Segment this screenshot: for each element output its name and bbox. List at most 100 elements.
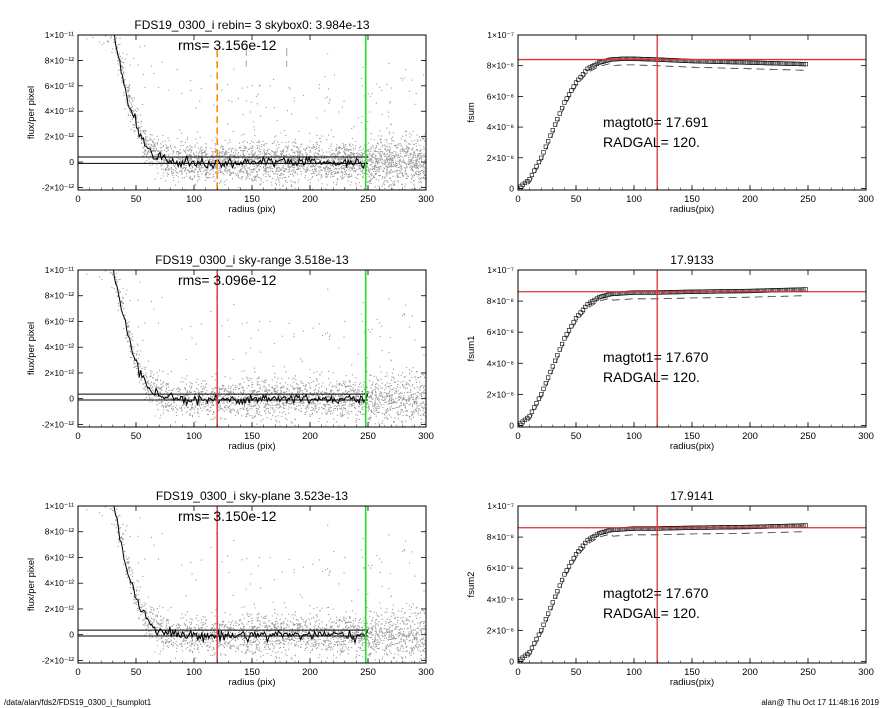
- fsum-point: [761, 60, 767, 66]
- fsum-point: [743, 288, 748, 294]
- chart-title: FDS19_0300_i sky-plane 3.523e-13: [156, 489, 348, 503]
- fsum-point: [740, 288, 746, 294]
- fsum-point: [576, 549, 581, 554]
- fsum-point: [573, 80, 579, 85]
- fsum-point: [620, 56, 625, 61]
- fsum-point: [627, 56, 632, 61]
- fsum-point: [613, 291, 618, 296]
- fsum-point: [546, 375, 551, 380]
- fsum-point: [775, 61, 780, 66]
- x-axis-label: radius(pix): [670, 677, 714, 688]
- y-axis-label: flux/per pixel: [26, 86, 37, 139]
- fsum-point: [738, 525, 743, 530]
- y-tick-label: 1×10⁻⁷: [487, 501, 514, 511]
- rms-label: rms= 3.096e-12: [178, 272, 277, 288]
- fsum-point: [803, 287, 808, 292]
- y-tick-label: 8×10⁻⁸: [487, 296, 515, 306]
- fsum-point: [536, 632, 541, 637]
- fsum-point: [629, 56, 634, 61]
- fsum-point: [794, 287, 799, 292]
- x-tick-label: 50: [571, 194, 582, 205]
- fsum-point: [773, 61, 778, 66]
- fsum-point: [587, 65, 593, 70]
- y-tick-label: 8×10⁻⁸: [487, 61, 515, 71]
- x-tick-label: 50: [131, 431, 142, 442]
- x-tick-label: 150: [684, 667, 700, 678]
- panel-profile1: rms= 3.156e-12 0 50 100 150 200 250 300 1×10⁻¹¹ 8…: [26, 18, 434, 215]
- plot-area: [78, 35, 426, 190]
- fsum-dashed-curve: [520, 295, 806, 427]
- fsum-point: [592, 533, 597, 539]
- fsum-point: [803, 523, 808, 528]
- fsum-point: [636, 290, 641, 295]
- fsum-point: [740, 60, 746, 65]
- x-tick-label: 50: [571, 431, 582, 442]
- fsum-point: [796, 287, 801, 292]
- fsum-point: [583, 540, 588, 546]
- y-tick-label: 4×10⁻¹²: [45, 106, 74, 116]
- fsum-point: [622, 56, 627, 61]
- x-tick-label: 200: [742, 194, 758, 205]
- fsum-point: [599, 59, 604, 65]
- fsum-point: [594, 296, 599, 301]
- fsum-point: [590, 64, 595, 69]
- y-tick-label: 8×10⁻⁸: [487, 532, 515, 542]
- radgal-label: RADGAL= 120.: [603, 134, 700, 150]
- chart-title: FDS19_0300_i sky-range 3.518e-13: [155, 253, 349, 267]
- fsum-point: [578, 546, 583, 551]
- fsum-point: [566, 564, 572, 569]
- fsum-point: [590, 299, 595, 304]
- panel-profile2: rms= 3.096e-12 0 50 100 150 200 250 300 1×10⁻¹¹ 8…: [26, 253, 434, 452]
- fsum-point: [791, 287, 797, 292]
- chart-title: 17.9133: [670, 253, 714, 267]
- fsum-point: [764, 60, 769, 66]
- fsum-point: [650, 290, 655, 295]
- fsum-point: [601, 293, 606, 299]
- fsum-point: [645, 290, 651, 295]
- fsum-point: [724, 59, 729, 65]
- x-axis-label: radius(pix): [670, 204, 714, 215]
- x-axis-label: radius (pix): [229, 677, 276, 688]
- y-axis-label: flux/per pixel: [26, 558, 37, 611]
- fsum-point: [717, 59, 722, 64]
- fsum-point: [794, 523, 799, 528]
- x-tick-label: 50: [571, 667, 582, 678]
- x-tick-label: 0: [515, 431, 520, 442]
- fsum-dashed-curve: [520, 531, 806, 663]
- fsum-point: [529, 172, 535, 178]
- fsum-point: [529, 645, 535, 650]
- fsum-point: [796, 523, 801, 528]
- fsum-point: [592, 297, 597, 303]
- y-tick-label: 4×10⁻⁸: [487, 358, 515, 368]
- fsum-point: [569, 88, 574, 93]
- fsum-point: [798, 523, 804, 528]
- fsum-point: [599, 530, 604, 535]
- fsum-point: [583, 69, 588, 74]
- fsum-point: [643, 526, 648, 531]
- footer-path: /data/alan/fds2/FDS19_0300_i_fsumplot1: [4, 698, 152, 707]
- fsum-point: [580, 543, 586, 548]
- fsum-point: [629, 290, 634, 295]
- fsum-point: [796, 61, 801, 67]
- x-tick-label: 300: [858, 431, 874, 442]
- y-tick-label: 0: [509, 420, 514, 430]
- x-tick-label: 0: [515, 667, 520, 678]
- x-tick-label: 250: [360, 667, 376, 678]
- fsum-point: [546, 139, 551, 144]
- fsum-point: [613, 527, 618, 532]
- fsum-point: [727, 59, 732, 65]
- fsum-point: [624, 56, 630, 61]
- fsum-point: [629, 526, 634, 531]
- y-tick-label: 1×10⁻⁷: [487, 265, 514, 275]
- fsum-point: [583, 304, 588, 310]
- fsum-point: [594, 532, 599, 537]
- x-tick-label: 100: [626, 667, 642, 678]
- fsum-point: [590, 535, 595, 540]
- fsum-point: [675, 58, 681, 63]
- fsum-point: [706, 59, 711, 64]
- panel-fsum0: magtot0= 17.691 RADGAL= 120. 0 50 100 150 200 2…: [466, 30, 874, 215]
- fsum-point: [789, 523, 794, 528]
- fsum-point: [759, 60, 764, 66]
- fsum-point: [708, 59, 713, 64]
